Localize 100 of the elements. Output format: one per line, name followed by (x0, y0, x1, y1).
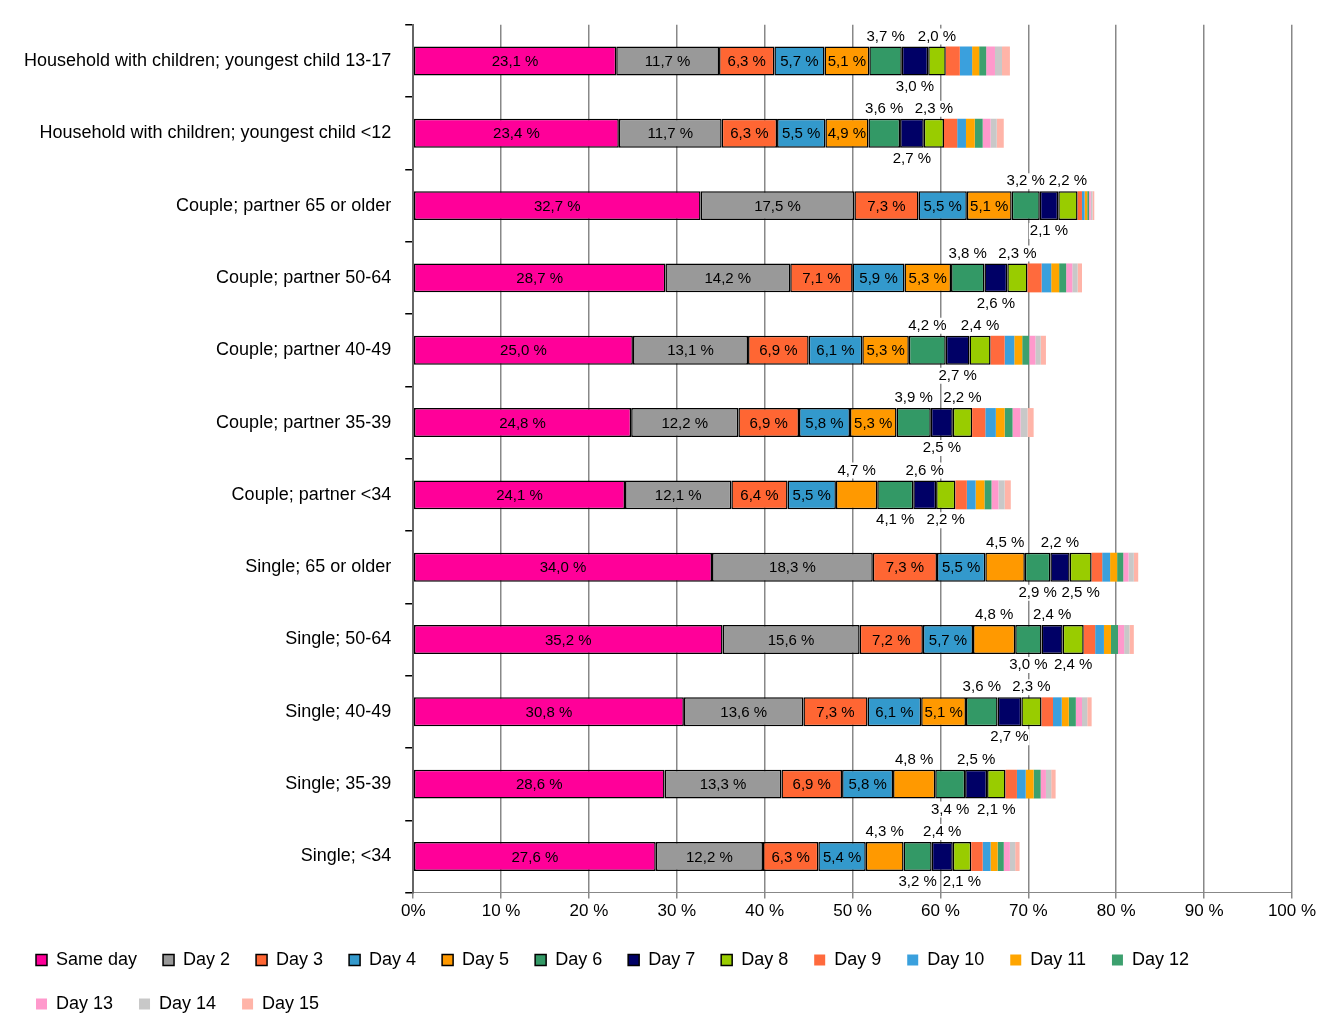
data-label: 13,6 % (720, 702, 767, 720)
data-label: 5,7 % (780, 52, 819, 70)
data-label: 3,6 % (865, 98, 904, 116)
data-label: 34,0 % (539, 558, 587, 576)
data-label: 24,8 % (499, 413, 546, 431)
data-label: 2,5 % (922, 438, 961, 456)
data-label: 5,1 % (827, 52, 867, 70)
y-tick-label: Single; 65 or older (245, 556, 392, 577)
data-label: 2,2 % (943, 388, 982, 406)
data-label: 4,5 % (985, 532, 1025, 550)
legend-label: Day 3 (276, 948, 324, 969)
x-tick-label: 40 % (745, 901, 785, 921)
data-label: 35,2 % (544, 630, 592, 648)
y-tick-label: Couple; partner 65 or older (176, 194, 392, 215)
data-label: 2,3 % (998, 243, 1037, 261)
data-label: 23,4 % (493, 124, 540, 142)
data-label: 2,4 % (1032, 605, 1072, 623)
x-tick-label: 70 % (1008, 901, 1048, 921)
y-tick-label: Single; 35-39 (285, 773, 392, 794)
x-tick-label: 30 % (657, 901, 697, 921)
data-label: 5,3 % (908, 269, 947, 287)
data-label: 15,6 % (767, 630, 815, 648)
data-label: 12,2 % (686, 847, 733, 865)
data-label: 3,7 % (866, 26, 905, 44)
data-label: 4,2 % (908, 315, 947, 333)
legend-label: Day 5 (462, 948, 510, 969)
data-label: 2,7 % (892, 148, 932, 166)
data-label: 2,7 % (938, 365, 977, 383)
data-label: 3,0 % (1009, 655, 1048, 673)
data-label: 3,6 % (962, 677, 1001, 695)
data-label: 4,3 % (865, 822, 904, 840)
data-label: 5,8 % (805, 413, 844, 431)
data-label: 7,3 % (885, 558, 925, 576)
legend-label: Day 10 (927, 948, 985, 969)
data-label: 5,5 % (782, 124, 821, 142)
x-tick-label: 60 % (921, 901, 960, 921)
x-tick-label: 10 % (481, 901, 521, 921)
y-tick-label: Couple; partner 40-49 (216, 339, 392, 360)
y-tick-label: Single; 40-49 (285, 700, 392, 721)
data-label: 6,1 % (816, 341, 855, 359)
data-label: 2,6 % (905, 460, 944, 478)
data-label: 27,6 % (511, 847, 559, 865)
data-label: 2,2 % (1048, 171, 1088, 189)
legend-label: Same day (56, 948, 138, 969)
data-label: 7,2 % (872, 630, 911, 648)
y-tick-label: Couple; partner 50-64 (216, 266, 392, 287)
data-label: 28,7 % (516, 269, 564, 287)
data-label: 7,3 % (816, 702, 855, 720)
legend-label: Day 7 (648, 948, 696, 969)
data-label: 3,9 % (894, 388, 933, 406)
legend-label: Day 4 (369, 948, 417, 969)
x-tick-label: 50 % (833, 901, 872, 921)
data-label: 5,8 % (848, 775, 887, 793)
data-label: 2,2 % (1040, 532, 1080, 550)
data-label: 2,1 % (942, 872, 982, 890)
data-label: 23,1 % (491, 52, 539, 70)
data-label: 3,2 % (898, 872, 937, 890)
data-label: 13,3 % (699, 775, 747, 793)
y-tick-label: Household with children; youngest child <12 (39, 122, 392, 143)
data-label: 2,3 % (914, 98, 954, 116)
y-tick-label: Single; 50-64 (285, 628, 392, 649)
data-label: 11,7 % (647, 124, 694, 142)
data-label: 28,6 % (515, 775, 563, 793)
legend-label: Day 12 (1131, 948, 1189, 969)
data-label: 24,1 % (496, 486, 543, 503)
data-label: 2,4 % (923, 822, 962, 840)
data-label: 13,1 % (667, 341, 714, 359)
data-label: 5,5 % (792, 486, 831, 503)
data-label: 3,4 % (930, 799, 970, 817)
legend-label: Day 14 (159, 992, 217, 1013)
data-label: 6,9 % (749, 413, 788, 431)
y-tick-label: Single; <34 (300, 845, 392, 866)
data-label: 30,8 % (525, 702, 573, 720)
legend-label: Day 6 (555, 948, 603, 969)
data-label: 6,1 % (875, 702, 914, 720)
y-tick-label: Couple; partner 35-39 (216, 411, 392, 432)
data-label: 2,0 % (917, 26, 957, 44)
data-label: 2,1 % (977, 799, 1016, 817)
y-tick-label: Couple; partner <34 (231, 483, 392, 504)
data-label: 12,1 % (654, 486, 702, 503)
data-label: 2,2 % (926, 510, 965, 528)
x-tick-label: 0% (400, 901, 426, 921)
data-label: 2,9 % (1018, 582, 1057, 600)
data-label: 5,7 % (928, 630, 968, 648)
data-label: 32,7 % (533, 196, 581, 214)
data-label: 6,3 % (771, 847, 810, 865)
data-label: 2,5 % (956, 749, 996, 767)
x-tick-label: 80 % (1096, 901, 1136, 921)
data-label: 2,7 % (990, 727, 1029, 745)
data-label: 3,8 % (948, 243, 987, 261)
data-label: 4,9 % (827, 124, 867, 142)
x-tick-label: 90 % (1184, 901, 1224, 921)
data-label: 6,9 % (759, 341, 798, 359)
legend-label: Day 15 (262, 992, 320, 1013)
legend-label: Day 2 (183, 948, 231, 969)
data-label: 17,5 % (754, 196, 801, 214)
data-label: 25,0 % (500, 341, 547, 359)
legend-label: Day 13 (56, 992, 114, 1013)
data-label: 4,1 % (876, 510, 915, 528)
data-label: 5,5 % (941, 558, 981, 576)
